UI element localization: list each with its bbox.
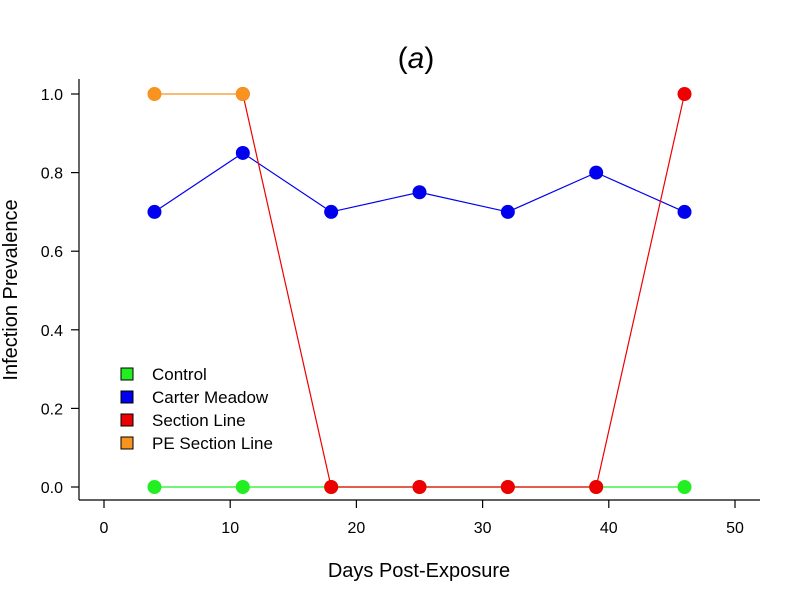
chart-title-letter: a <box>408 42 425 75</box>
legend-label: Section Line <box>152 411 246 430</box>
x-axis-ticks: 0 10 20 30 40 50 <box>100 500 744 537</box>
legend-label: Control <box>152 365 207 384</box>
series-pe-section-line <box>147 87 250 101</box>
x-tick-label: 50 <box>726 520 744 537</box>
data-point <box>324 480 339 494</box>
legend-item: Carter Meadow <box>120 388 269 407</box>
y-tick-label: 0.8 <box>41 166 63 183</box>
y-tick-label: 1.0 <box>41 87 63 104</box>
data-point <box>235 87 250 101</box>
legend-item: Section Line <box>120 411 246 430</box>
y-tick-label: 0.0 <box>41 480 63 497</box>
x-tick-label: 40 <box>600 520 618 537</box>
legend: Control Carter Meadow Section Line PE Secti… <box>120 365 273 453</box>
data-point <box>147 87 162 101</box>
data-point <box>324 204 339 219</box>
data-point <box>412 480 427 494</box>
data-point <box>147 480 162 494</box>
data-point <box>235 145 250 160</box>
data-point <box>235 480 250 494</box>
x-axis-label: Days Post-Exposure <box>328 560 510 582</box>
legend-swatch <box>120 413 134 427</box>
y-tick-label: 0.4 <box>41 323 63 340</box>
y-axis-label: Infection Prevalence <box>0 199 22 380</box>
y-axis-ticks: 0.0 0.2 0.4 0.6 0.8 1.0 <box>41 87 79 497</box>
y-tick-label: 0.6 <box>41 244 63 261</box>
legend-item: Control <box>120 365 207 384</box>
x-tick-label: 0 <box>100 520 109 537</box>
data-point <box>589 165 604 180</box>
data-point <box>412 185 427 200</box>
legend-swatch <box>120 436 134 450</box>
series-section-line <box>235 87 692 494</box>
data-point <box>500 480 515 494</box>
legend-label: Carter Meadow <box>152 388 269 407</box>
x-tick-label: 20 <box>348 520 366 537</box>
data-point <box>589 480 604 494</box>
x-tick-label: 10 <box>221 520 239 537</box>
data-point <box>500 204 515 219</box>
series-line <box>154 152 685 213</box>
data-point <box>677 480 692 494</box>
data-point <box>677 87 692 101</box>
series-carter-meadow <box>147 145 692 219</box>
chart-title-prefix: ( <box>398 42 408 75</box>
x-tick-label: 30 <box>474 520 492 537</box>
legend-item: PE Section Line <box>120 434 273 453</box>
chart-title-suffix: ) <box>424 42 434 75</box>
legend-swatch <box>120 390 134 404</box>
data-point <box>677 204 692 219</box>
data-point <box>147 204 162 219</box>
legend-swatch <box>120 367 134 381</box>
legend-label: PE Section Line <box>152 434 273 453</box>
chart-title: (a) <box>398 42 435 75</box>
y-tick-label: 0.2 <box>41 401 63 418</box>
series-layer <box>147 87 692 494</box>
series-line <box>242 93 686 488</box>
